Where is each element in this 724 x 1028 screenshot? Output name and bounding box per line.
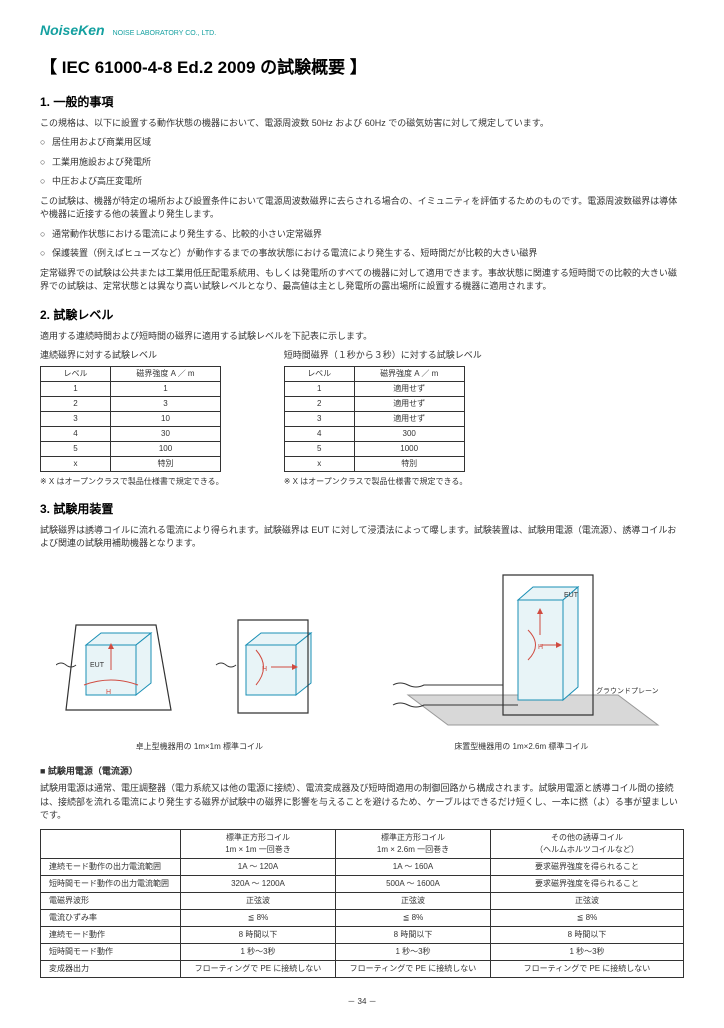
diagram-tabletop-coil: EUT H H [56,595,356,735]
svg-text:グラウンドプレーン: グラウンドプレーン [596,686,659,695]
s1-b4: 通常動作状態における電流により発生する、比較的小さい定常磁界 [40,228,684,242]
t2-title: 短時間磁界（１秒から３秒）に対する試験レベル [284,349,482,363]
s1-b2: 工業用施設および発電所 [40,156,684,170]
s1-b1: 居住用および商業用区域 [40,136,684,150]
t2-h2: 磁界強度 A ／ m [354,366,464,381]
t1: レベル磁界強度 A ／ m 11 23 310 430 5100 x特別 [40,366,221,472]
logo-sub: NOISE LABORATORY CO., LTD. [113,29,217,40]
table-short: 短時間磁界（１秒から３秒）に対する試験レベル レベル磁界強度 A ／ m 1適用… [284,349,482,488]
diagram-captions: 卓上型機器用の 1m×1m 標準コイル 床置型機器用の 1m×2.6m 標準コイ… [40,741,684,753]
cap2: 床置型機器用の 1m×2.6m 標準コイル [454,741,588,753]
svg-text:H: H [262,666,267,673]
s3-p1: 試験磁界は誘導コイルに流れる電流により得られます。試験磁界は EUT に対して浸… [40,524,684,551]
t1-h1: レベル [41,366,111,381]
page-number: － 34 － [40,996,684,1008]
t2: レベル磁界強度 A ／ m 1適用せず 2適用せず 3適用せず 4300 510… [284,366,465,472]
t1-note: ※ X はオープンクラスで製品仕様書で規定できる。 [40,476,224,488]
t1-h2: 磁界強度 A ／ m [111,366,221,381]
s1-p3: 定常磁界での試験は公共または工業用低圧配電系統用、もしくは発電所のすべての機器に… [40,267,684,294]
header: NoiseKen NOISE LABORATORY CO., LTD. [40,20,684,41]
svg-text:H: H [106,689,111,696]
page-title: 【 IEC 61000-4-8 Ed.2 2009 の試験概要 】 [40,55,684,81]
section3-heading: 3. 試験用装置 [40,500,684,518]
svg-text:EUT: EUT [564,592,579,599]
t1-title: 連続磁界に対する試験レベル [40,349,224,363]
power-source-table: 標準正方形コイル 1m × 1m 一回巻き 標準正方形コイル 1m × 2.6m… [40,829,684,978]
diagram-floor-coil: グラウンドプレーン EUT H [388,565,668,735]
section2-heading: 2. 試験レベル [40,306,684,324]
power-source-heading: ■ 試験用電源（電流源） [40,765,684,779]
level-tables: 連続磁界に対する試験レベル レベル磁界強度 A ／ m 11 23 310 43… [40,349,684,488]
s1-b5: 保護装置（例えばヒューズなど）が動作するまでの事故状態における電流により発生する… [40,247,684,261]
table-continuous: 連続磁界に対する試験レベル レベル磁界強度 A ／ m 11 23 310 43… [40,349,224,488]
s1-p2: この試験は、機器が特定の場所および設置条件において電源周波数磁界に去らされる場合… [40,195,684,222]
s1-p1: この規格は、以下に設置する動作状態の機器において、電源周波数 50Hz および … [40,117,684,131]
s3-p2: 試験用電源は通常、電圧調整器（電力系統又は他の電源に接続）、電流変成器及び短時間… [40,782,684,823]
svg-text:EUT: EUT [90,662,105,669]
t2-note: ※ X はオープンクラスで製品仕様書で規定できる。 [284,476,482,488]
coil-diagrams: EUT H H グラウンドプレーン [40,565,684,735]
cap1: 卓上型機器用の 1m×1m 標準コイル [136,741,263,753]
logo: NoiseKen [40,20,105,41]
section1-heading: 1. 一般的事項 [40,93,684,111]
s2-p1: 適用する連続時間および短時間の磁界に適用する試験レベルを下記表に示します。 [40,330,684,344]
s1-b3: 中圧および高圧変電所 [40,175,684,189]
t2-h1: レベル [284,366,354,381]
